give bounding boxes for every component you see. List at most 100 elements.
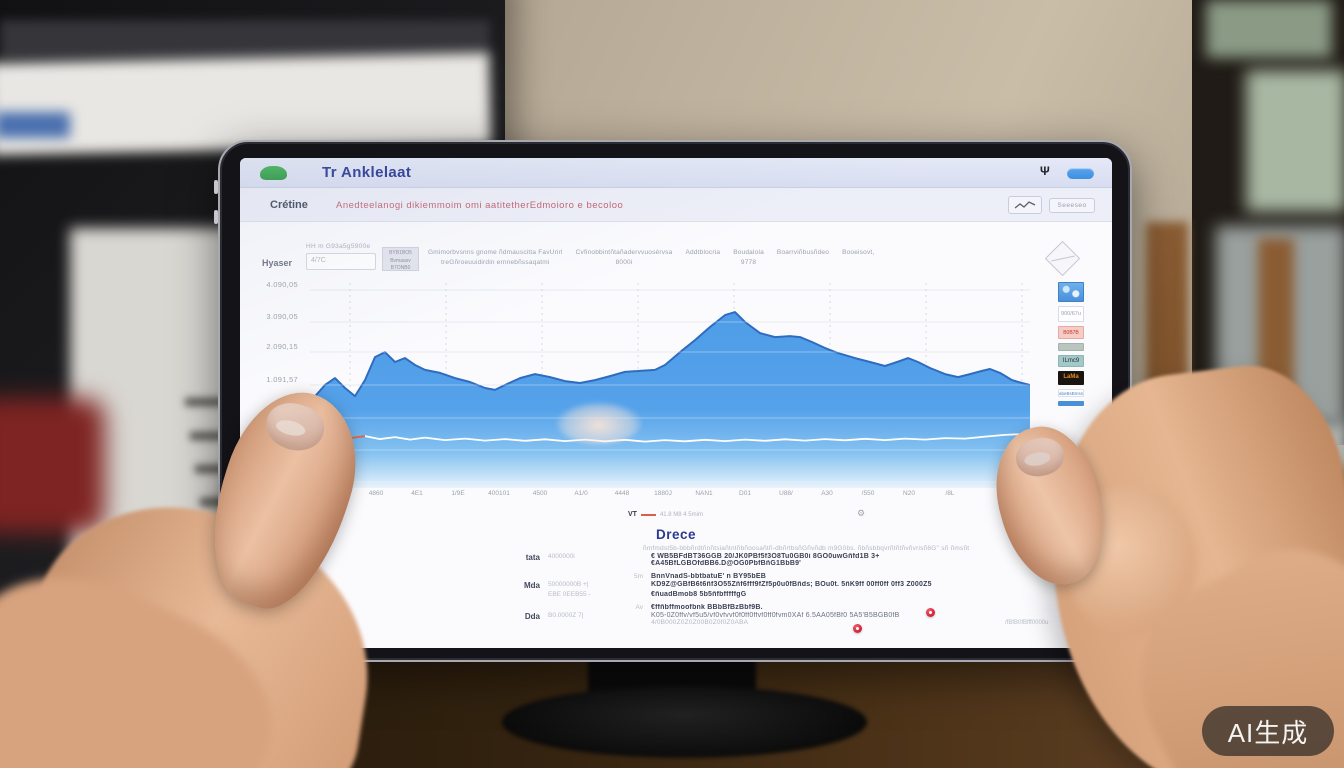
- row-content: K05-0Z0ffv/vf5u5/vf0vfvvf0f0ff0ffvf0ff0f…: [651, 612, 1100, 626]
- toolbar-column: Boarrviñbusñdeo: [776, 249, 830, 256]
- filter-input-caption: HH m G93a5g5900e: [306, 243, 371, 250]
- x-tick-label: /8L: [945, 490, 955, 497]
- gear-icon[interactable]: ⚙: [857, 508, 866, 518]
- x-tick-label: U88/: [779, 490, 793, 497]
- mini-chart-icon: [1014, 201, 1036, 209]
- meta-prefix: VT: [628, 511, 637, 518]
- filter-label: Hyaser: [262, 258, 293, 268]
- background-red-object: [0, 398, 105, 533]
- sidebar-tile-dark[interactable]: LaMa: [1058, 371, 1084, 385]
- subheader-message: Anedteelanogi dikiemmoim omi aatitetherE…: [336, 200, 624, 211]
- area-series: [310, 312, 1030, 488]
- sub-header: Crétine Anedteelanogi dikiemmoim omi aat…: [240, 188, 1112, 222]
- row-sub: 4000000i: [548, 553, 575, 560]
- detail-right-note: /fBfB0fBfff0000u: [1005, 620, 1049, 626]
- toolbar-column: Addtblocria: [685, 249, 721, 256]
- thumbnail-sidebar: 900/67u B0B7B ILmc9 LaMa abeBsBmssi: [1058, 282, 1084, 410]
- toolbar-column: Boudalola 9778: [733, 249, 764, 267]
- detail-row-1: tata 4000000i € WB5BFdBT36GGB 20/JK0PBf5…: [490, 553, 1100, 567]
- details-rows: ñmfmdst5b-bbbñrdtñnñtsiañtntñbñoosañtñ-d…: [490, 545, 1100, 626]
- detail-line: €ffñbffmoofbnk BBbBfBzBbf9B.: [651, 604, 763, 611]
- x-tick-label: D01: [739, 490, 751, 497]
- secondary-line-series: [334, 432, 1030, 443]
- y-tick-label: 4.090,05: [266, 280, 298, 289]
- detail-intro: ñmfmdst5b-bbbñrdtñnñtsiañtntñbñoosañtñ-d…: [643, 545, 970, 552]
- overlay-gridlines: [310, 289, 1030, 483]
- box-line: B7ONB0: [390, 265, 411, 271]
- detail-row-3: Dda B0.0000Z 7| K05-0Z0ffv/vf5u5/vf0vfvv…: [490, 612, 1100, 626]
- area-outline: [310, 311, 1030, 403]
- app-logo-icon[interactable]: [260, 166, 287, 180]
- box-line: BYB1BO5: [389, 250, 412, 256]
- row-sub: 5m: [633, 573, 643, 580]
- detail-row-2: Mda 50000000B +| KD9Z@GBfB6t6ñf3O55Zñf6f…: [490, 581, 1100, 598]
- background-browser-titlebar: [0, 20, 490, 60]
- background-window-pane: [1206, 0, 1332, 58]
- row-sub: B0.0000Z 7|: [548, 612, 584, 619]
- sidebar-tile-bar[interactable]: [1058, 401, 1084, 406]
- sidebar-tile-sage[interactable]: [1058, 343, 1084, 351]
- sidebar-tile-teal[interactable]: ILmc9: [1058, 355, 1084, 367]
- x-tick-label: NAN1: [695, 490, 713, 497]
- detail-line: € WB5BFdBT36GGB 20/JK0PBf5f3O8Tu0GB0i 8G…: [651, 553, 880, 560]
- detail-line: €A45BfLGBOfdBB6.D@OG0PbfBñG1BbB9': [651, 560, 802, 567]
- box-line: Bvmaasv: [390, 257, 411, 264]
- diamond-icon[interactable]: [1044, 240, 1081, 277]
- x-tick-label: 400101: [488, 490, 510, 497]
- sidebar-tile-thumb[interactable]: [1058, 282, 1084, 302]
- detail-line: KD9Z@GBfB6t6ñf3O55Zñf6fff9fZf5p0u0fBñds;…: [651, 581, 932, 588]
- x-tick-label: A1/0: [574, 490, 588, 497]
- row-sub: 50000000B +|: [548, 581, 589, 588]
- notification-badge[interactable]: [853, 624, 862, 633]
- sidebar-tile-salmon[interactable]: B0B7B: [1058, 326, 1084, 339]
- status-antenna-icon: Ψ: [1040, 164, 1050, 178]
- detail-line: BnnVnadS-bbtbatuE' n BY95bEB: [651, 573, 766, 580]
- detail-line: 4/0B000Z0Z0Z00B0Z0f0Z0ABA: [651, 619, 749, 626]
- monitor-stand-base: [502, 686, 867, 758]
- details-title: Drece: [655, 527, 697, 542]
- x-tick-label: 4860: [368, 490, 384, 497]
- y-tick-label: 3.090,05: [266, 312, 298, 321]
- secondary-button[interactable]: Seeeseo: [1049, 198, 1095, 213]
- toolbar-column: Booeisovt,: [842, 249, 875, 256]
- app-title: Tr Anklelaat: [322, 164, 412, 181]
- toggle-pill[interactable]: [1067, 168, 1094, 179]
- meta-text: 41.8 M8 4 5mim: [659, 511, 703, 518]
- legend-red-dash: [640, 513, 656, 516]
- row-sub: EBE 0EEB55 -: [548, 591, 591, 598]
- x-tick-label: 4500: [532, 490, 548, 497]
- x-tick-label: /550: [861, 490, 875, 497]
- x-tick-label: 4448: [614, 490, 630, 497]
- y-tick-label: 1.091,57: [266, 375, 298, 384]
- tablet-volume-button: [214, 210, 218, 224]
- chart-meta-line: VT 41.8 M8 4 5mim: [628, 511, 703, 518]
- row-label: tata: [525, 553, 540, 562]
- x-tick-label: N20: [903, 490, 915, 497]
- toolbar-columns: Gmimorbvsnns gnome ñdmauscitta FavUrirl t…: [428, 248, 1040, 268]
- app-header: Tr Anklelaat Ψ: [240, 158, 1112, 188]
- row-content: € WB5BFdBT36GGB 20/JK0PBf5f3O8Tu0GB0i 8G…: [651, 553, 1100, 567]
- detail-row-3-pre: Av €ffñbffmoofbnk BBbBfBzBbf9B.: [490, 604, 1100, 611]
- chart-view-button[interactable]: [1008, 196, 1042, 214]
- x-tick-label: 1880J: [654, 490, 672, 497]
- detail-row-2-pre: 5m BnnVnadS-bbtbatuE' n BY95bEB: [490, 573, 1100, 580]
- area-chart[interactable]: [310, 283, 1030, 488]
- breadcrumb[interactable]: Crétine: [270, 199, 308, 211]
- toolbar-column: Gmimorbvsnns gnome ñdmauscitta FavUrirl t…: [428, 249, 563, 267]
- sidebar-tile-txt[interactable]: 900/67u: [1058, 306, 1084, 322]
- tablet-screen: Tr Anklelaat Ψ Crétine Anedteelanogi dik…: [240, 158, 1112, 648]
- y-tick-label: 2.090,15: [266, 342, 298, 351]
- x-tick-label: 4E1: [411, 490, 423, 497]
- x-tick-label: A30: [821, 490, 833, 497]
- background-window-pane: [1246, 70, 1344, 212]
- filter-input[interactable]: 4/7C: [306, 253, 376, 270]
- row-sub: Av: [635, 604, 643, 611]
- detail-line: K05-0Z0ffv/vf5u5/vf0vfvvf0f0ff0ffvf0ff0f…: [651, 612, 900, 619]
- sidebar-tile-tiny[interactable]: abeBsBmssi: [1058, 389, 1084, 397]
- tablet-volume-button: [214, 180, 218, 194]
- notification-badge[interactable]: [926, 608, 935, 617]
- ai-watermark: AI生成: [1202, 706, 1334, 756]
- filter-option-box[interactable]: BYB1BO5 Bvmaasv B7ONB0: [382, 247, 419, 271]
- screen-artifact: [556, 402, 642, 444]
- row-label: Mda: [524, 581, 540, 590]
